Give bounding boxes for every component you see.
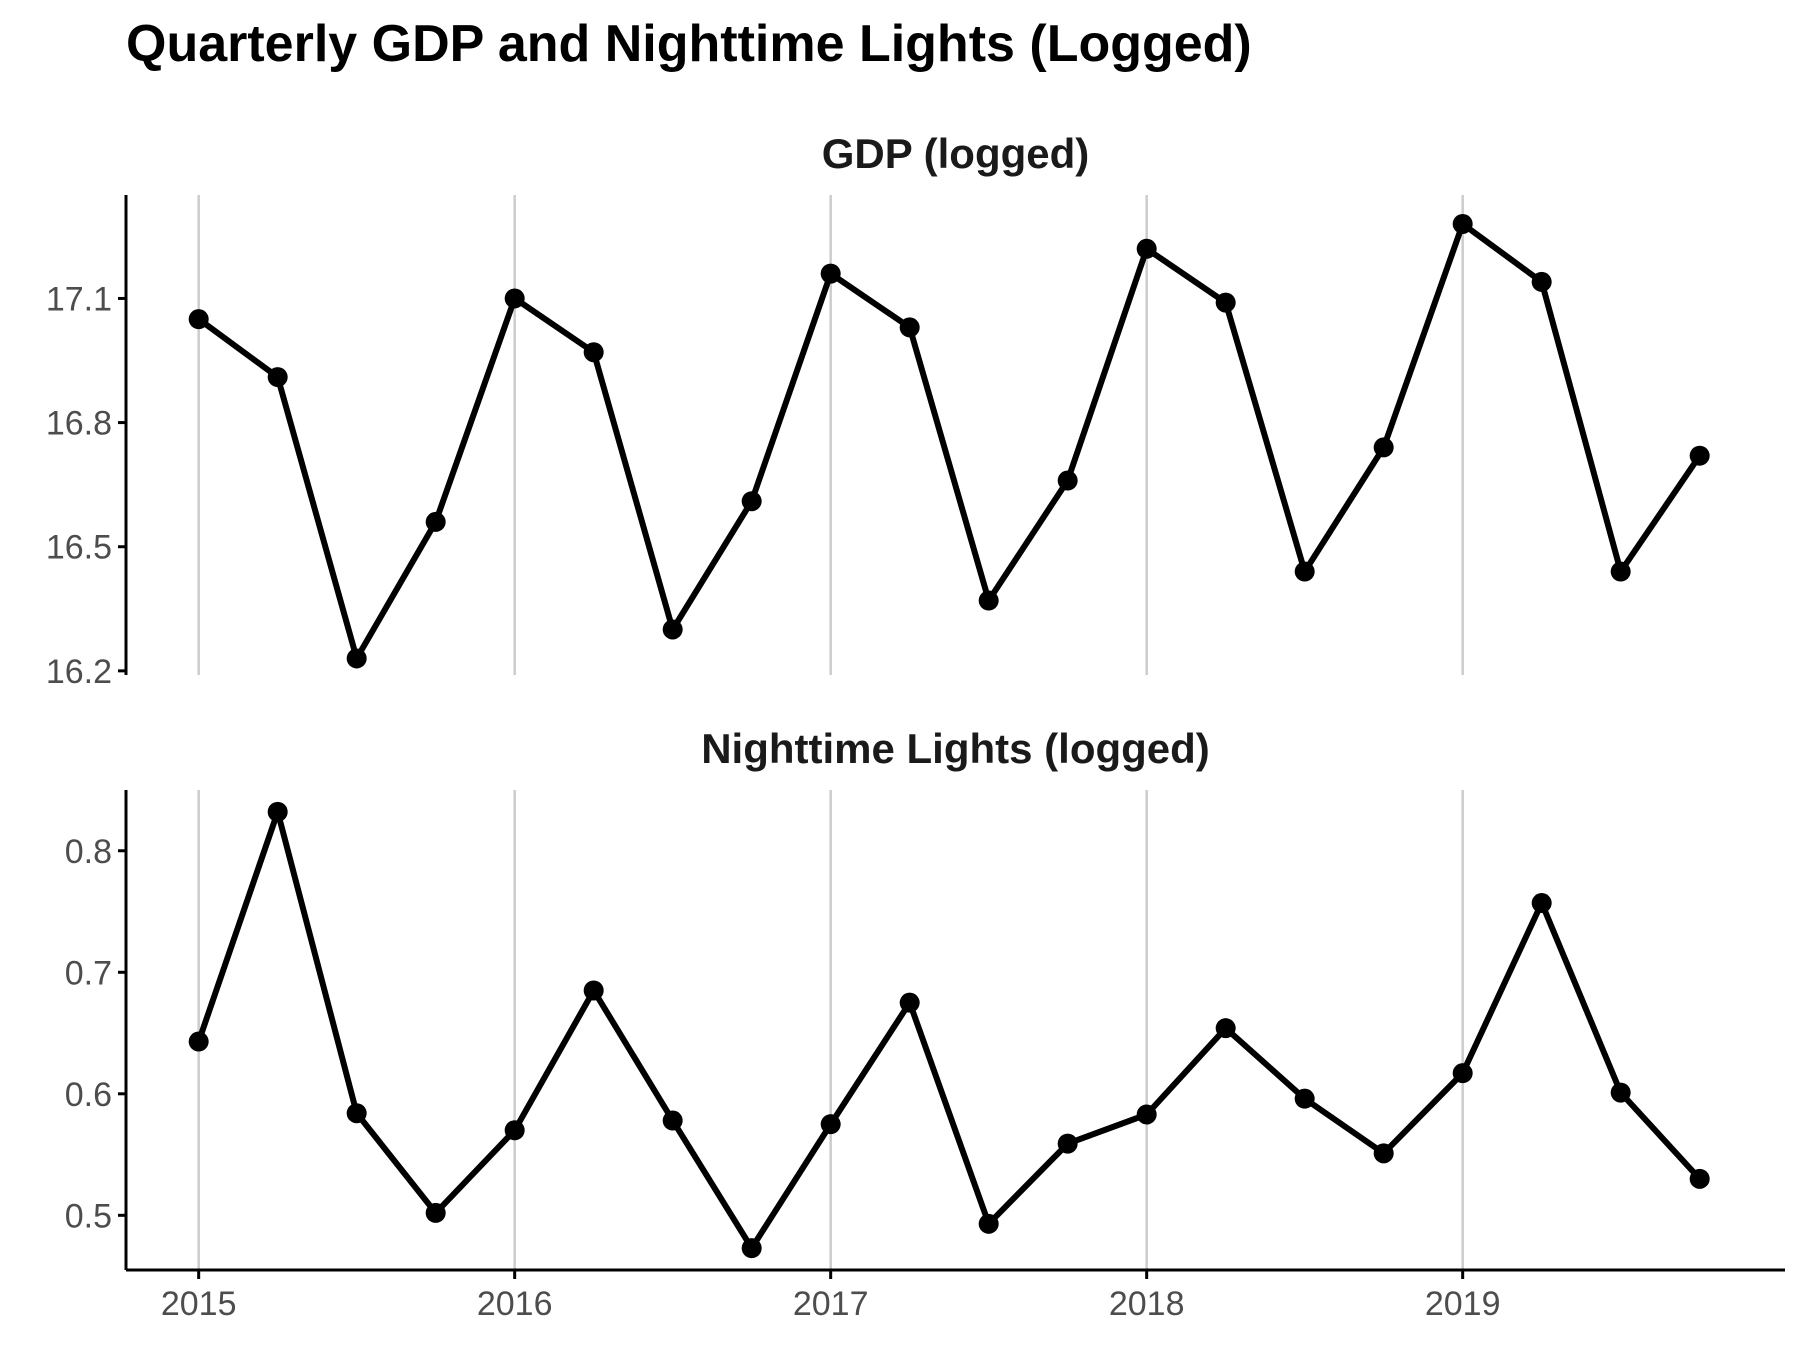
panel-2-data-point-18: [1531, 893, 1552, 914]
panel-2-x-tick-label-2018: 2018: [1109, 1285, 1185, 1323]
panel-2-y-tick-label-0.8: 0.8: [65, 833, 112, 871]
panel-2-y-tick-label-0.5: 0.5: [65, 1197, 112, 1235]
panel-1-data-point-18: [1531, 271, 1552, 292]
panel-1-y-tick-label-16.5: 16.5: [46, 529, 112, 567]
panel-1-data-point-8: [741, 491, 762, 512]
panel-1-data-point-2: [267, 367, 288, 388]
panel-2-title: Nighttime Lights (logged): [701, 725, 1210, 772]
panel-2-data-point-14: [1215, 1018, 1236, 1039]
panel-1-series-line: [195, 221, 1703, 662]
panel-1-y-tick-label-16.8: 16.8: [46, 405, 112, 443]
panel-1-data-point-6: [583, 342, 604, 363]
panel-2-data-point-17: [1452, 1063, 1473, 1084]
panel-2-data-point-8: [741, 1238, 762, 1259]
panel-2-data-point-19: [1610, 1082, 1631, 1103]
panel-2-data-point-20: [1689, 1168, 1710, 1189]
panel-2-y-tick-label-0.6: 0.6: [65, 1076, 112, 1114]
panel-2-data-point-1: [188, 1031, 209, 1052]
panel-2-data-point-7: [662, 1110, 683, 1131]
panel-1-data-point-11: [978, 590, 999, 611]
panel-2-data-point-2: [267, 801, 288, 822]
panel-2-data-point-9: [820, 1114, 841, 1135]
panel-2-x-tick-label-2015: 2015: [161, 1285, 237, 1323]
panel-1-data-point-19: [1610, 561, 1631, 582]
panel-1-title: GDP (logged): [822, 130, 1090, 177]
panel-2-data-point-6: [583, 980, 604, 1001]
panel-1-data-point-9: [820, 263, 841, 284]
panel-1-data-point-13: [1136, 238, 1157, 259]
panel-2-x-tick-label-2016: 2016: [477, 1285, 553, 1323]
panel-1-data-point-5: [504, 288, 525, 309]
panel-2-x-tick-label-2017: 2017: [793, 1285, 869, 1323]
panel-2-y-tick-label-0.7: 0.7: [65, 954, 112, 992]
panel-1-data-point-10: [899, 317, 920, 338]
panel-2-data-point-13: [1136, 1104, 1157, 1125]
panel-2-data-point-10: [899, 992, 920, 1013]
panel-2-data-point-12: [1057, 1133, 1078, 1154]
panel-2-data-point-15: [1294, 1088, 1315, 1109]
panel-2-data-point-4: [425, 1202, 446, 1223]
panel-1-y-tick-label-16.2: 16.2: [46, 653, 112, 691]
panel-1-data-point-14: [1215, 292, 1236, 313]
panel-1-data-point-4: [425, 511, 446, 532]
panel-1-data-point-17: [1452, 213, 1473, 234]
panel-1-data-point-16: [1373, 437, 1394, 458]
panel-1-data-point-12: [1057, 470, 1078, 491]
panel-1-y-tick-label-17.1: 17.1: [46, 280, 112, 318]
panel-1-data-point-3: [346, 648, 367, 669]
chart-title: Quarterly GDP and Nighttime Lights (Logg…: [126, 15, 1252, 73]
panel-2-data-point-3: [346, 1103, 367, 1124]
panel-1-data-point-7: [662, 619, 683, 640]
panel-2-data-point-11: [978, 1213, 999, 1234]
panel-2-data-point-16: [1373, 1143, 1394, 1164]
panel-2-data-point-5: [504, 1120, 525, 1141]
panel-1-data-point-1: [188, 309, 209, 330]
panel-2-x-tick-label-2019: 2019: [1425, 1285, 1501, 1323]
panel-1-data-point-20: [1689, 445, 1710, 466]
panel-2-series-line: [195, 808, 1703, 1252]
panel-1-data-point-15: [1294, 561, 1315, 582]
